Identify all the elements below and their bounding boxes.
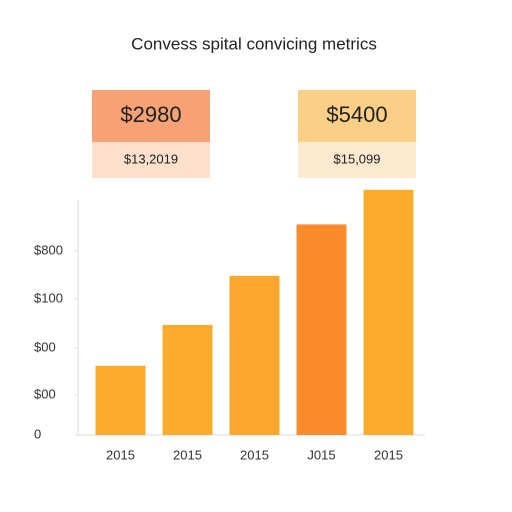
- bar: [296, 224, 347, 435]
- bar: [95, 365, 146, 435]
- bar: [363, 189, 414, 435]
- card-body: [298, 142, 416, 178]
- y-tick-label: $100: [34, 290, 63, 305]
- x-tick-label: J015: [307, 447, 335, 462]
- card-detail: $13,2019: [124, 151, 178, 166]
- bar: [229, 275, 280, 435]
- chart-title: Convess spital convicing metrics: [131, 34, 377, 53]
- x-tick-label: 2015: [240, 447, 269, 462]
- y-tick-label: $00: [34, 339, 56, 354]
- x-tick-label: 2015: [374, 447, 403, 462]
- y-tick-label: $800: [34, 242, 63, 257]
- card-detail: $15,099: [334, 151, 381, 166]
- bar: [162, 324, 213, 435]
- card-header: [92, 90, 210, 142]
- card-body: [92, 142, 210, 178]
- card-value: $2980: [120, 102, 181, 127]
- x-tick-label: 2015: [106, 447, 135, 462]
- y-tick-label: 0: [34, 426, 41, 441]
- card-value: $5400: [326, 102, 387, 127]
- x-tick-label: 2015: [173, 447, 202, 462]
- y-tick-label: $00: [34, 387, 56, 402]
- card-header: [298, 90, 416, 142]
